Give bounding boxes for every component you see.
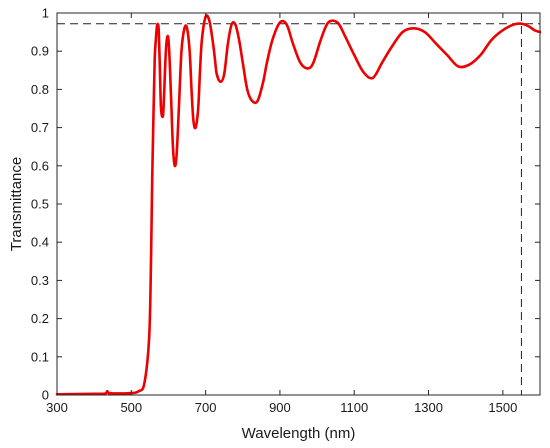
- data-series: [55, 14, 542, 396]
- y-tick-label: 0.6: [31, 158, 49, 173]
- x-tick-label: 1300: [414, 400, 443, 415]
- y-axis-ticks: 0 0.1 0.2 0.3 0.4 0.5 0.6 0.7 0.8 0.9 1: [31, 6, 540, 403]
- y-tick-label: 0.2: [31, 311, 49, 326]
- x-axis-title: Wavelength (nm): [242, 425, 356, 442]
- y-tick-label: 0.7: [31, 120, 49, 135]
- y-tick-label: 0.4: [31, 235, 49, 250]
- reference-lines: [57, 13, 540, 395]
- y-tick-label: 0.5: [31, 197, 49, 212]
- y-tick-label: 1: [42, 6, 49, 21]
- x-tick-label: 500: [120, 400, 142, 415]
- y-axis-title: Transmittance: [8, 157, 25, 251]
- y-tick-label: 0.8: [31, 82, 49, 97]
- y-tick-label: 0.9: [31, 44, 49, 59]
- y-tick-label: 0: [42, 388, 49, 403]
- x-axis-ticks: 300 500 700 900 1100 1300 1500: [46, 13, 517, 415]
- plot-frame: [56, 12, 541, 396]
- y-tick-label: 0.1: [31, 349, 49, 364]
- series-line-transmittance: [55, 14, 542, 396]
- x-tick-label: 700: [195, 400, 217, 415]
- x-tick-label: 900: [269, 400, 291, 415]
- x-tick-label: 300: [46, 400, 68, 415]
- x-tick-label: 1100: [340, 400, 368, 415]
- y-tick-label: 0.3: [31, 273, 49, 288]
- x-tick-label: 1500: [488, 400, 517, 415]
